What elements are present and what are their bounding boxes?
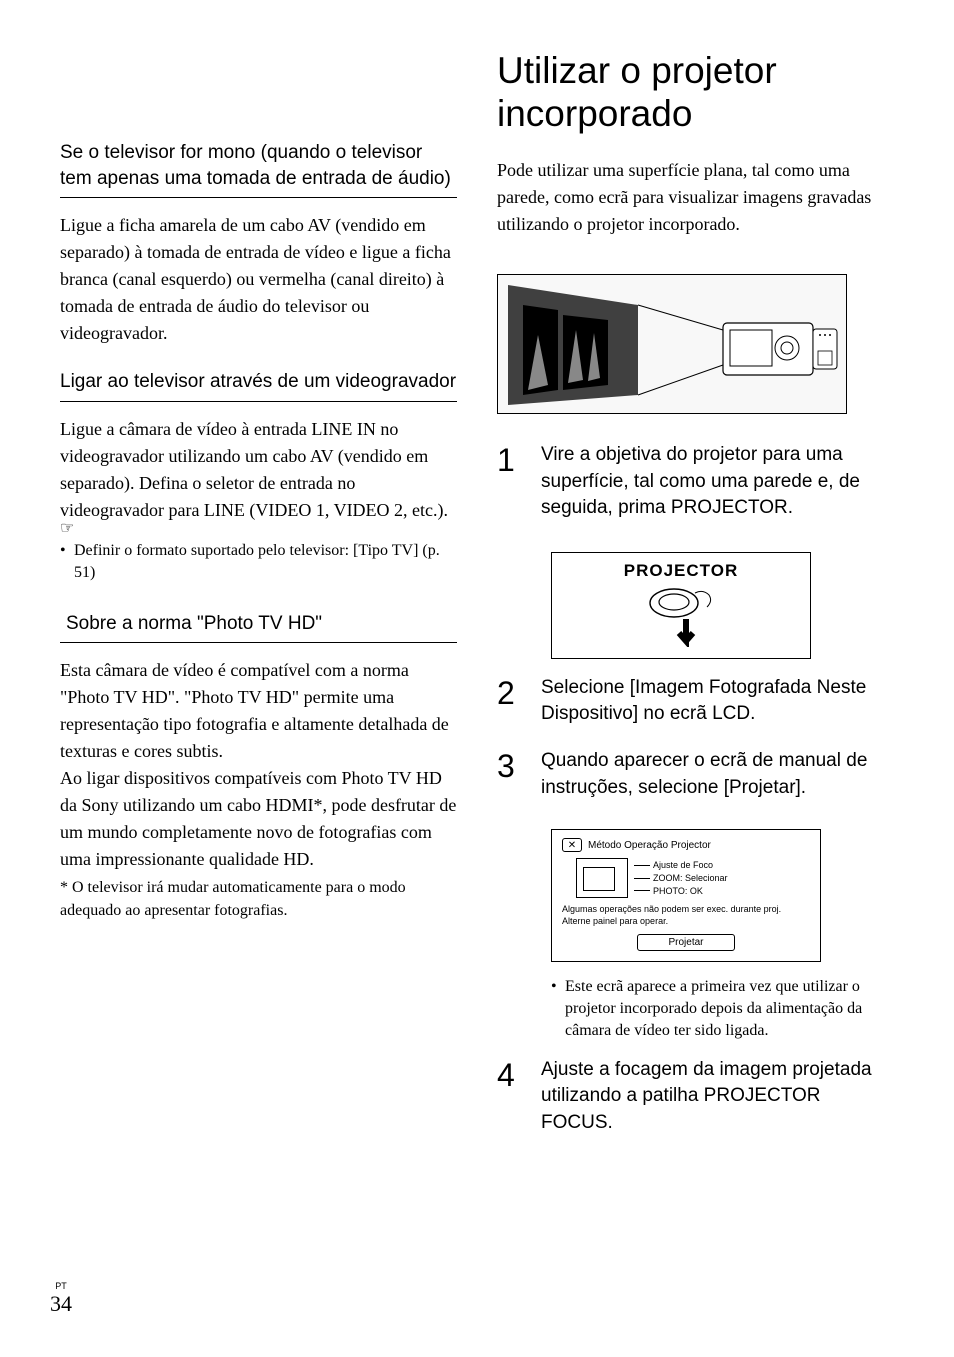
phototv-footnote: * O televisor irá mudar automaticamente … (60, 877, 457, 922)
projetar-button: Projetar (637, 934, 734, 951)
screen-warning: Algumas operações não podem ser exec. du… (562, 904, 810, 927)
phototv-body1: Esta câmara de vídeo é compatível com a … (60, 657, 457, 765)
step-4: 4 Ajuste a focagem da imagem projetada u… (497, 1057, 894, 1137)
mono-tv-body: Ligue a ficha amarela de um cabo AV (ven… (60, 212, 457, 347)
page-lang: PT (50, 1281, 72, 1291)
step-3-note: • Este ecrã aparece a primeira vez que u… (551, 976, 894, 1043)
step-2: 2 Selecione [Imagem Fotografada Neste Di… (497, 675, 894, 728)
step-number: 3 (497, 748, 541, 801)
projector-button-callout: PROJECTOR (551, 552, 811, 659)
projector-label: PROJECTOR (552, 561, 810, 581)
mono-tv-heading: Se o televisor for mono (quando o televi… (60, 140, 457, 198)
step-2-text: Selecione [Imagem Fotografada Neste Disp… (541, 675, 894, 728)
step-number: 4 (497, 1057, 541, 1137)
step-number: 2 (497, 675, 541, 728)
projector-intro: Pode utilizar uma superfície plana, tal … (497, 157, 894, 238)
left-column: Se o televisor for mono (quando o televi… (60, 50, 457, 1317)
step-number: 1 (497, 442, 541, 522)
phototv-heading: Sobre a norma "Photo TV HD" (60, 611, 457, 644)
vcr-body: Ligue a câmara de vídeo à entrada LINE I… (60, 416, 457, 524)
step-3-note-text: Este ecrã aparece a primeira vez que uti… (565, 976, 894, 1043)
step-1: 1 Vire a objetiva do projetor para uma s… (497, 442, 894, 522)
camera-icon (576, 858, 628, 898)
hand-pointer-icon: ☞ (60, 518, 457, 538)
list-item: • Definir o formato suportado pelo telev… (60, 540, 457, 585)
screen-line-3: PHOTO: OK (634, 885, 728, 898)
step-3: 3 Quando aparecer o ecrã de manual de in… (497, 748, 894, 801)
screen-line-2: ZOOM: Selecionar (634, 872, 728, 885)
vcr-note-list: • Definir o formato suportado pelo telev… (60, 540, 457, 589)
button-icon (641, 585, 721, 647)
screen-title: Método Operação Projector (588, 840, 711, 851)
page-number: 34 (50, 1291, 72, 1317)
vcr-heading: Ligar ao televisor através de um videogr… (60, 369, 457, 402)
bullet-icon: • (60, 540, 74, 585)
bullet-icon: • (551, 976, 565, 1043)
screen-line-1: Ajuste de Foco (634, 859, 728, 872)
step-1-text: Vire a objetiva do projetor para uma sup… (541, 442, 894, 522)
page-number-block: PT 34 (50, 1281, 72, 1317)
vcr-note-text: Definir o formato suportado pelo televis… (74, 540, 457, 585)
projector-illustration (497, 274, 847, 414)
right-column: Utilizar o projetor incorporado Pode uti… (497, 50, 894, 1317)
close-icon: ✕ (562, 838, 582, 852)
lcd-screen-mock: ✕ Método Operação Projector Ajuste de Fo… (551, 829, 821, 961)
screen-lines: Ajuste de Foco ZOOM: Selecionar PHOTO: O… (634, 859, 728, 897)
step-4-text: Ajuste a focagem da imagem projetada uti… (541, 1057, 894, 1137)
step-3-text: Quando aparecer o ecrã de manual de inst… (541, 748, 894, 801)
page-title: Utilizar o projetor incorporado (497, 50, 894, 135)
phototv-body2: Ao ligar dispositivos compatíveis com Ph… (60, 765, 457, 873)
page-container: Se o televisor for mono (quando o televi… (60, 50, 894, 1317)
